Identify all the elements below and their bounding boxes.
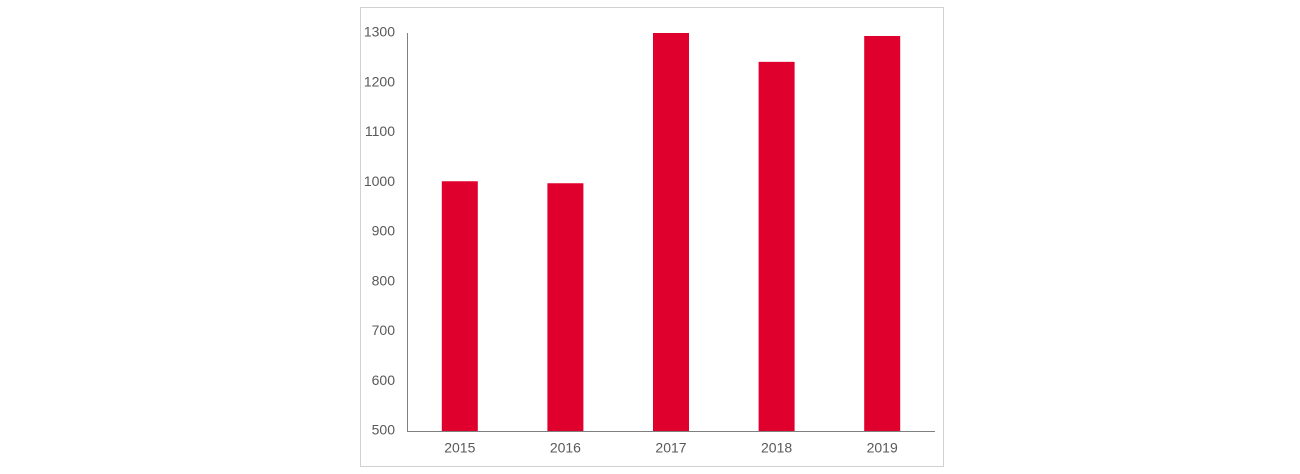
y-tick-label: 1000 <box>364 173 395 189</box>
bar <box>441 181 478 431</box>
bar <box>758 61 795 431</box>
bar <box>653 33 689 431</box>
bar <box>547 183 584 431</box>
y-tick-label: 600 <box>372 372 396 388</box>
x-tick-label: 2017 <box>655 440 686 456</box>
y-tick-label: 900 <box>372 223 396 239</box>
x-tick-label: 2015 <box>444 440 475 456</box>
y-tick-label: 1300 <box>364 24 395 40</box>
x-tick-label: 2019 <box>867 440 898 456</box>
x-tick-label: 2018 <box>761 440 792 456</box>
y-tick-label: 700 <box>372 322 396 338</box>
y-tick-label: 500 <box>372 422 396 438</box>
y-tick-label: 800 <box>372 272 396 288</box>
bar <box>864 35 901 432</box>
x-tick-label: 2016 <box>550 440 581 456</box>
y-tick-label: 1100 <box>365 123 395 139</box>
y-tick-label: 1200 <box>364 73 395 89</box>
